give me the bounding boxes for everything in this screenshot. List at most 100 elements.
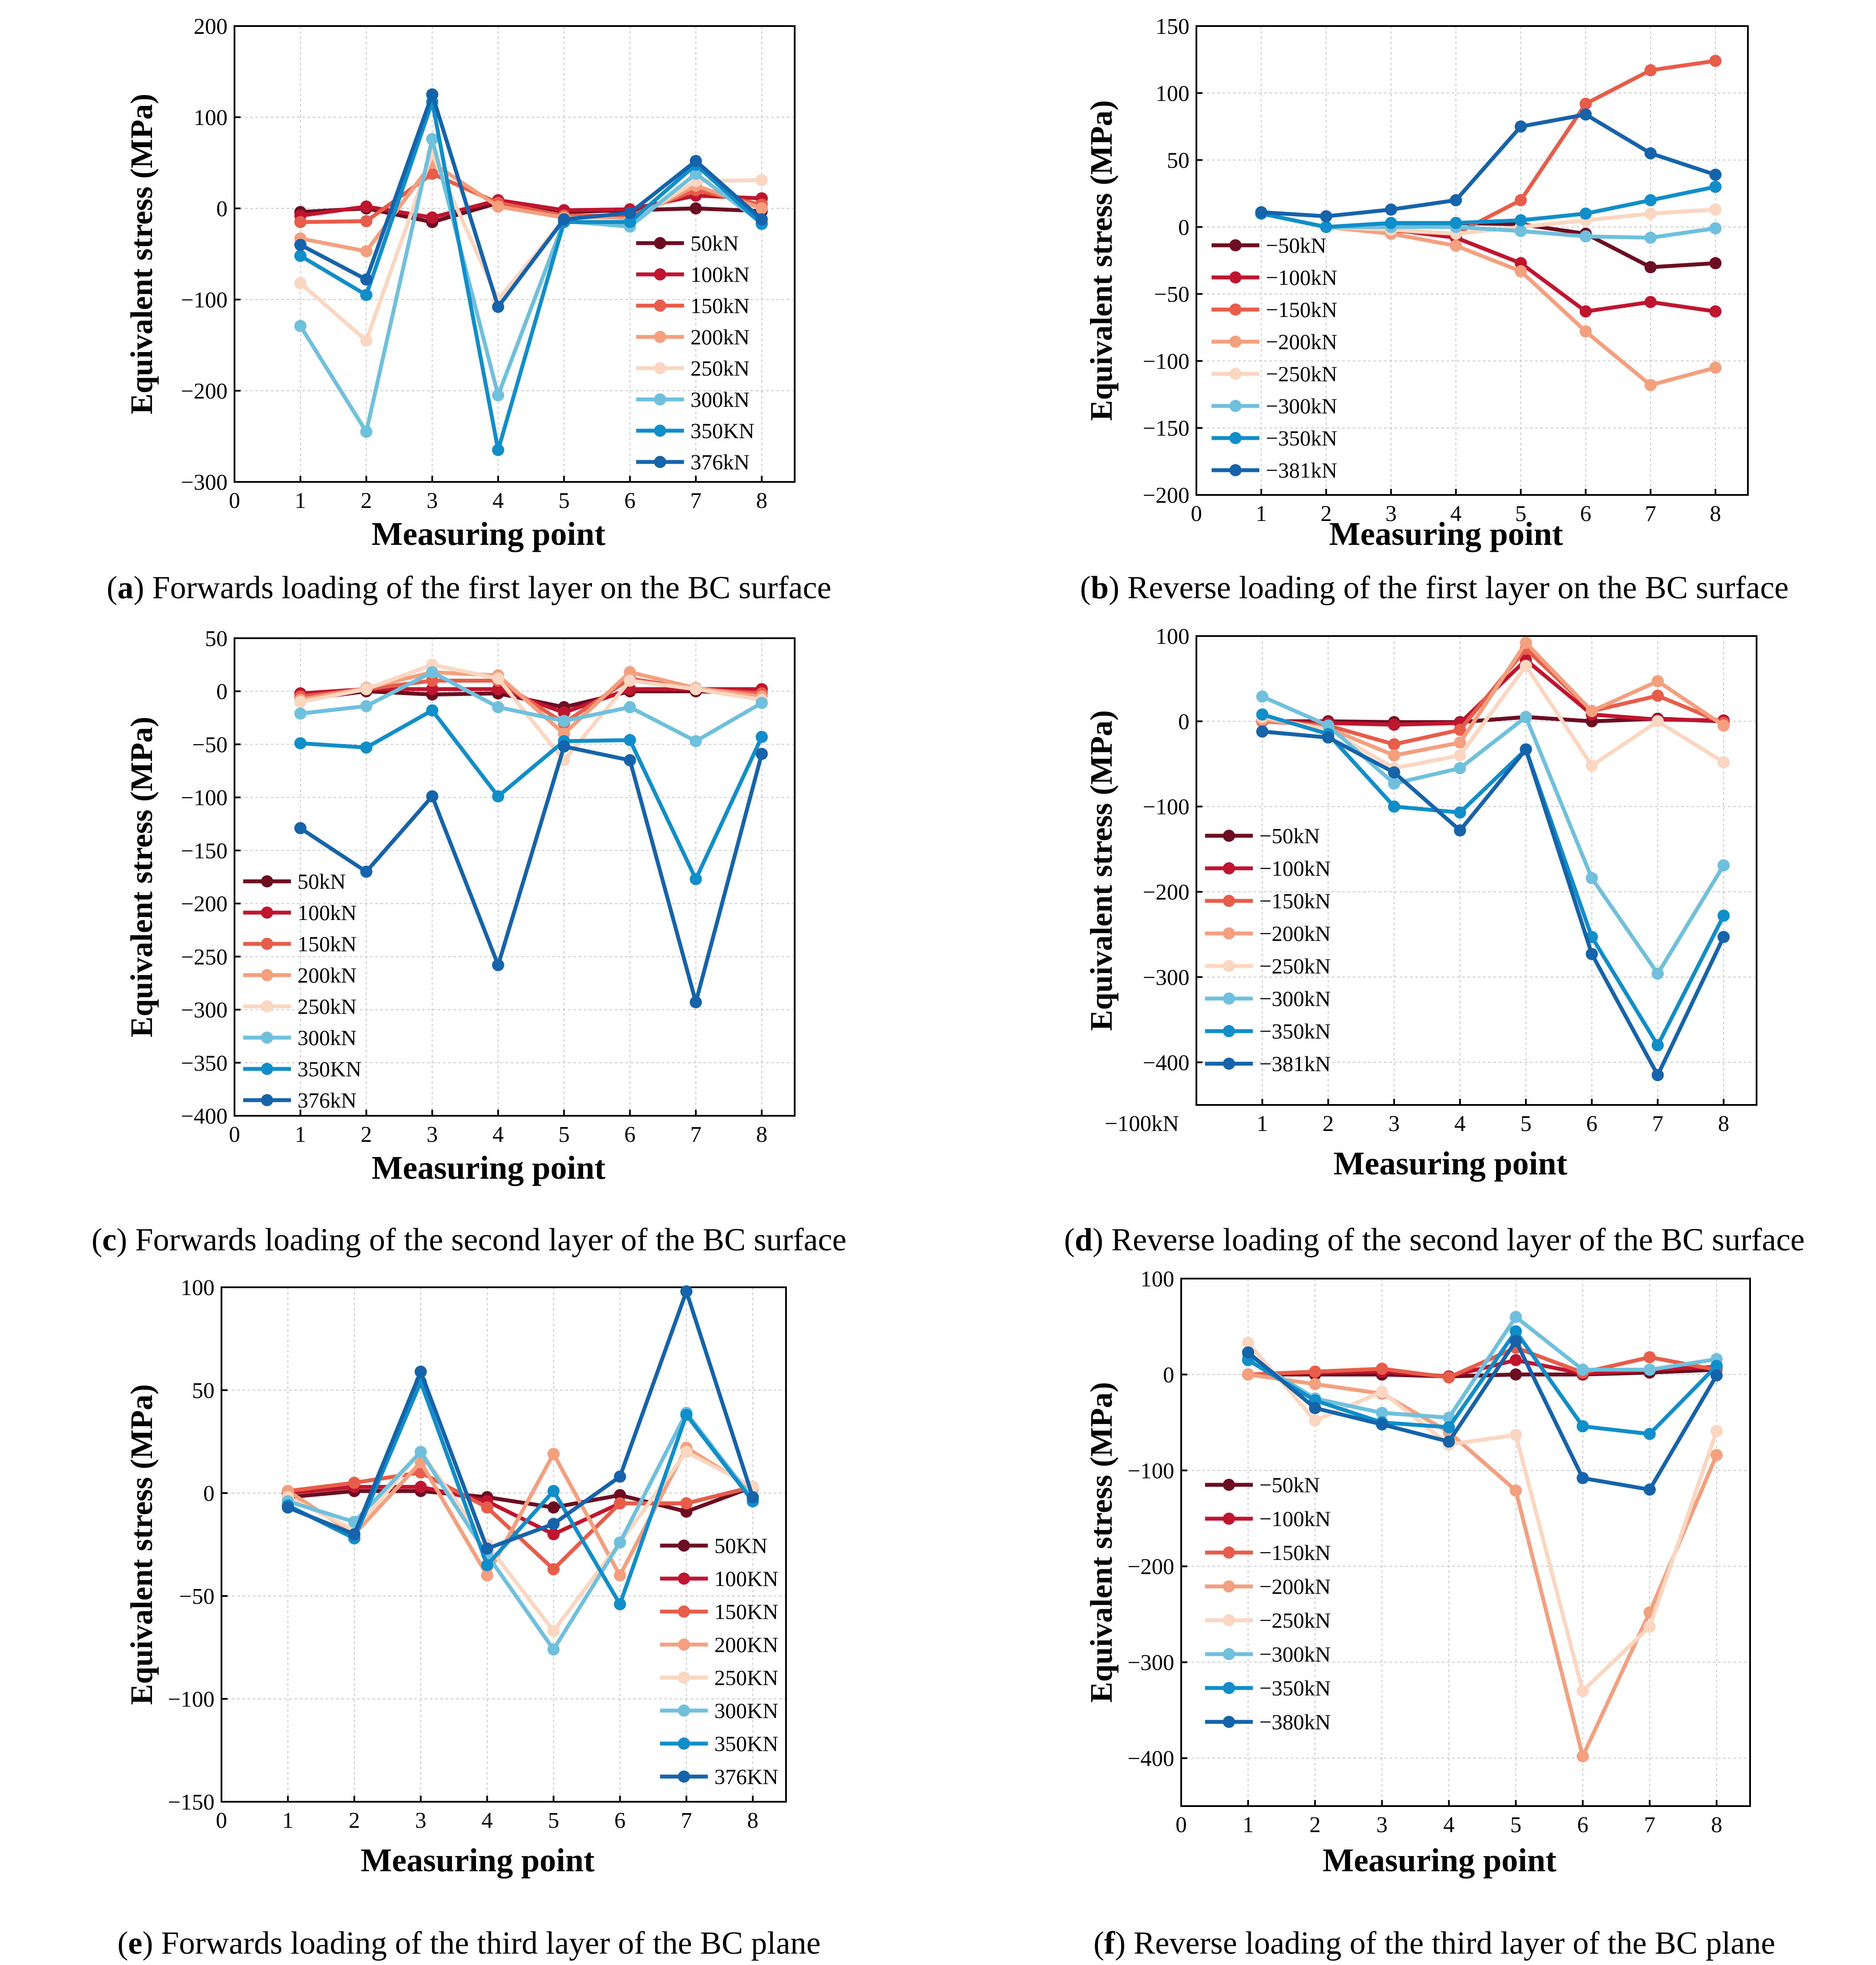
data-point (426, 666, 439, 679)
y-tick-label: 0 (216, 679, 228, 704)
y-tick-label: 50 (192, 1378, 215, 1403)
y-tick-label: −100 (1128, 1459, 1174, 1484)
data-point (1717, 859, 1730, 872)
data-point (1717, 931, 1730, 943)
x-tick-label: 2 (1321, 501, 1332, 526)
data-point (360, 683, 373, 696)
x-tick-label: 5 (1515, 501, 1526, 526)
data-point (1509, 1484, 1522, 1497)
data-point (360, 334, 373, 347)
data-point (746, 1491, 759, 1503)
data-point (1710, 1425, 1723, 1437)
x-tick-label: 6 (624, 488, 636, 513)
legend-label: 100KN (714, 1566, 778, 1591)
legend-label: −350kN (1259, 1019, 1331, 1043)
legend-swatch-marker (261, 875, 273, 887)
y-tick-label: −150 (181, 839, 228, 864)
series-350KN (294, 704, 768, 885)
data-point (348, 1528, 360, 1540)
data-point (492, 959, 505, 971)
legend-swatch-marker (1223, 1546, 1235, 1559)
data-point (1710, 1360, 1723, 1372)
y-tick-label: −50 (192, 732, 228, 757)
data-point (1256, 725, 1268, 738)
x-tick-label: 3 (1376, 1813, 1387, 1837)
chart-panel-f: 100 0 −100 −200 −300 −400 0 1 2 3 4 5 6 7 8 Equivalent … (1084, 1267, 1775, 1961)
data-point (481, 1542, 493, 1555)
data-point (680, 1446, 693, 1458)
x-tick-label: 1 (295, 488, 306, 513)
legend-swatch-marker (261, 1094, 273, 1106)
y-tick-label: −100 (1143, 349, 1189, 374)
legend-swatch-marker (654, 237, 666, 249)
x-tick-label: 2 (361, 1122, 372, 1147)
y-tick-label: −100 (181, 786, 228, 811)
y-tick-label: 0 (203, 1481, 215, 1506)
y-axis-label: Equivalent stress (MPa) (1084, 100, 1119, 421)
x-tick-label: 1 (295, 1122, 306, 1147)
legend-label: 100kN (690, 262, 750, 287)
data-point (1579, 230, 1592, 243)
data-point (690, 155, 702, 167)
chart-panel-d: 100 0 −100 −200 −300 −400 −100kN 1 2 3 4 5 6 7 8 Equiva… (1064, 624, 1805, 1258)
legend-swatch-marker (1223, 960, 1235, 972)
data-point (690, 735, 702, 748)
legend-label: −250kN (1259, 954, 1331, 978)
data-point (1644, 296, 1657, 308)
legend-swatch-marker (678, 1606, 690, 1618)
data-point (756, 202, 768, 214)
data-point (1376, 1385, 1388, 1398)
legend-label: −200kN (1266, 330, 1337, 354)
x-tick-label: 4 (1443, 1813, 1454, 1837)
legend-label: 376KN (714, 1764, 778, 1789)
data-point (360, 425, 373, 438)
legend-label: 50kN (297, 869, 346, 893)
data-point (1454, 749, 1466, 762)
data-point (492, 200, 505, 213)
legend-swatch-marker (261, 1063, 273, 1075)
x-tick-label: 4 (492, 488, 504, 513)
data-point (294, 696, 307, 708)
series-line (300, 670, 763, 743)
panel-caption: (a) Forwards loading of the first layer … (107, 570, 832, 606)
data-point (624, 216, 636, 228)
data-point (1651, 967, 1664, 980)
legend-label: −381kN (1259, 1052, 1331, 1076)
series-line (1261, 59, 1716, 236)
legend-label: 150KN (714, 1599, 778, 1624)
x-tick-label: 7 (1652, 1111, 1663, 1136)
data-point (426, 168, 439, 180)
x-tick-label: 5 (1510, 1813, 1522, 1837)
data-point (558, 740, 570, 753)
legend-swatch-marker (1223, 1025, 1235, 1037)
data-point (680, 1497, 693, 1510)
x-tick-label: 4 (1454, 1111, 1466, 1136)
x-tick-label: 0 (216, 1808, 227, 1833)
data-point (1388, 766, 1400, 779)
data-point (294, 737, 307, 749)
x-tick-label: 1 (1255, 501, 1267, 526)
x-tick-label: 4 (1450, 501, 1462, 526)
x-tick-label: 4 (492, 1122, 504, 1147)
data-point (294, 250, 307, 262)
legend-label: 200KN (714, 1632, 778, 1657)
data-point (294, 239, 307, 251)
data-point (360, 865, 373, 878)
data-point (1509, 1325, 1522, 1338)
y-axis-label: Equivalent stress (MPa) (124, 717, 159, 1038)
data-point (1651, 689, 1664, 702)
data-point (1309, 1414, 1321, 1427)
legend-label: −200kN (1259, 921, 1331, 946)
data-point (1644, 64, 1657, 76)
legend-swatch-marker (678, 1639, 690, 1651)
data-point (1643, 1484, 1656, 1496)
series-300kN (294, 666, 768, 748)
series-−381kN (1256, 725, 1730, 1081)
data-point (1717, 719, 1730, 732)
legend-swatch-marker (678, 1705, 690, 1717)
series-line (298, 137, 763, 434)
data-point (756, 697, 768, 709)
data-point (1519, 636, 1532, 649)
data-point (1320, 210, 1332, 223)
data-point (1643, 1428, 1656, 1440)
